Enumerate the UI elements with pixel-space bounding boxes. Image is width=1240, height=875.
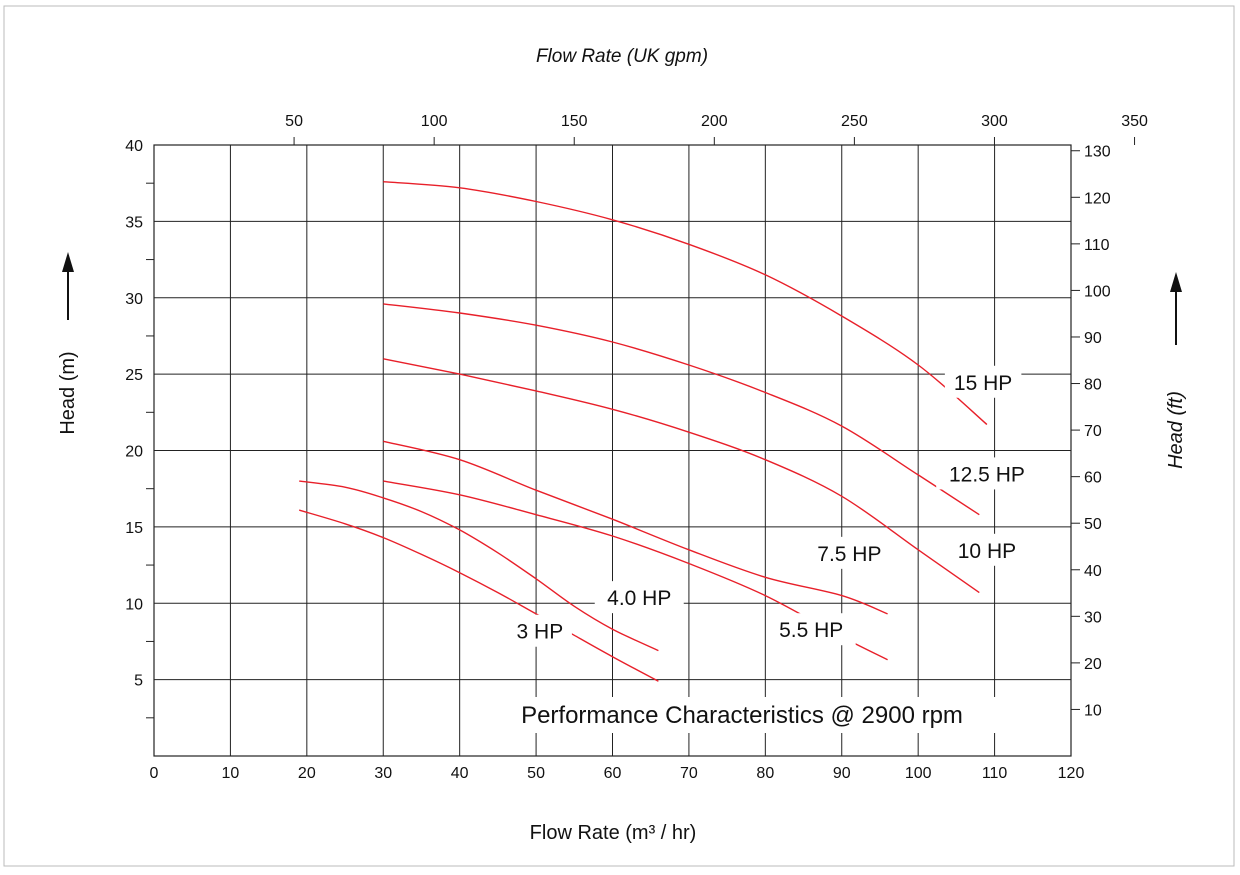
curve-label: 12.5 HP [949, 463, 1025, 486]
x-tick-label: 80 [756, 765, 774, 782]
x2-tick-label: 350 [1121, 113, 1148, 130]
y2-axis-label: Head (ft) [1165, 391, 1187, 469]
y-tick-label: 30 [125, 291, 143, 308]
x-tick-label: 120 [1058, 765, 1085, 782]
curve-label: 4.0 HP [607, 587, 671, 610]
y2-tick-label: 70 [1084, 423, 1102, 440]
y-axis-arrow-icon [62, 252, 74, 320]
ticks-layer: 0 10 20 30 40 50 60 70 80 90 100 110 120 5 10 15 20 25 30 3… [125, 113, 1148, 782]
y2-tick-label: 20 [1084, 656, 1102, 673]
x2-axis-label: Flow Rate (UK gpm) [536, 46, 708, 67]
x2-tick-label: 300 [981, 113, 1008, 130]
x-tick-label: 0 [150, 765, 159, 782]
y2-tick-label: 120 [1084, 190, 1111, 207]
y-tick-label: 15 [125, 520, 143, 537]
curve-label-bg [507, 614, 572, 647]
curve-7-5-hp [383, 440, 888, 615]
curve-label: 3 HP [517, 621, 564, 644]
x2-tick-label: 150 [561, 113, 588, 130]
x-tick-label: 50 [527, 765, 545, 782]
y2-axis-arrow-icon [1170, 272, 1182, 345]
curve-12-5-hp [383, 303, 980, 516]
x-tick-label: 90 [833, 765, 851, 782]
curve-label-bg [948, 533, 1026, 566]
x-tick-label: 30 [374, 765, 392, 782]
curve-label-bg [804, 536, 894, 569]
y2-tick-label: 80 [1084, 377, 1102, 394]
x-tick-label: 110 [982, 765, 1008, 782]
curve-label: 15 HP [954, 372, 1012, 395]
y-tick-label: 5 [134, 673, 143, 690]
y-axis-label: Head (m) [57, 351, 79, 434]
x2-tick-label: 50 [285, 113, 303, 130]
curve-15-hp [383, 181, 988, 426]
y2-tick-label: 110 [1084, 237, 1110, 254]
curve-label-bg [766, 613, 856, 646]
y-tick-label: 25 [125, 367, 143, 384]
y2-tick-label: 130 [1084, 144, 1111, 161]
y2-tick-label: 100 [1084, 283, 1111, 300]
x-tick-label: 100 [905, 765, 932, 782]
curve-label: 5.5 HP [779, 619, 843, 642]
y2-tick-label: 50 [1084, 516, 1102, 533]
curve-4-0-hp [299, 480, 659, 652]
y2-tick-label: 90 [1084, 330, 1102, 347]
x-tick-label: 40 [451, 765, 469, 782]
x-tick-label: 60 [604, 765, 622, 782]
x-tick-label: 10 [222, 765, 240, 782]
curve-10-hp [383, 358, 980, 594]
curve-label: 7.5 HP [817, 543, 881, 566]
curve-label-bg [936, 457, 1038, 490]
y-tick-label: 20 [125, 444, 143, 461]
chart-frame [3, 5, 1235, 867]
annotation-bg [474, 697, 1010, 733]
x2-tick-label: 250 [841, 113, 868, 130]
curve-label-bg [594, 581, 684, 614]
x-tick-label: 20 [298, 765, 316, 782]
y2-tick-label: 40 [1084, 563, 1102, 580]
y-tick-label: 10 [125, 596, 143, 613]
y2-tick-label: 30 [1084, 609, 1102, 626]
x-axis-label: Flow Rate (m³ / hr) [530, 822, 697, 844]
x2-tick-label: 100 [421, 113, 448, 130]
curve-labels-layer: 15 HP 12.5 HP 10 HP 7.5 HP 5.5 HP 4.0 HP 3 HP [474, 365, 1038, 733]
y-tick-label: 35 [125, 214, 143, 231]
x2-tick-label: 200 [701, 113, 728, 130]
y2-tick-label: 60 [1084, 470, 1102, 487]
y2-tick-label: 10 [1084, 702, 1102, 719]
y-tick-label: 40 [125, 138, 143, 155]
curve-label-bg [944, 365, 1022, 398]
curve-label: 10 HP [958, 540, 1016, 563]
curve-3-hp [298, 509, 659, 682]
chart-annotation: Performance Characteristics @ 2900 rpm [521, 702, 963, 729]
x-tick-label: 70 [680, 765, 698, 782]
plot-border [153, 144, 1072, 757]
